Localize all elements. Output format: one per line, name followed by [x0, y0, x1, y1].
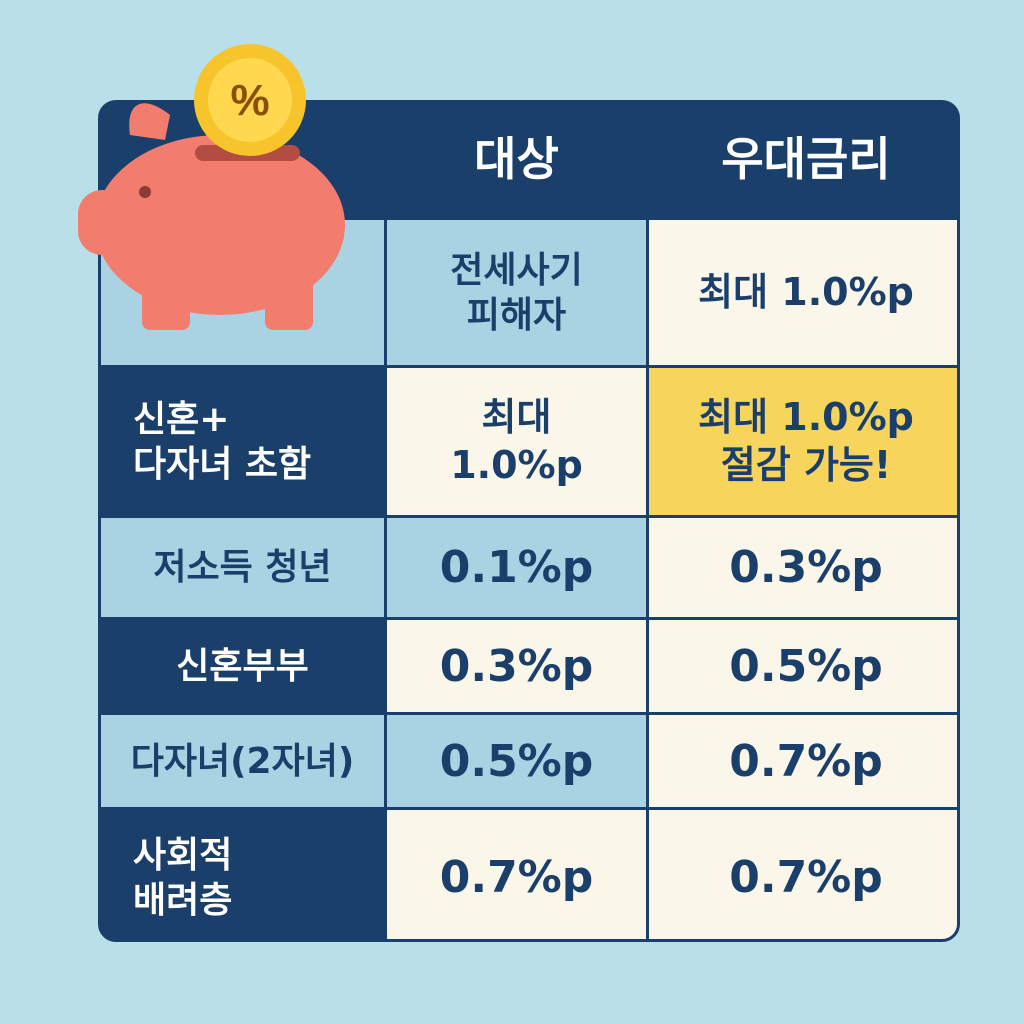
- row-target: 0.3%p: [387, 620, 646, 712]
- row-target: 0.5%p: [387, 715, 646, 807]
- row-rate: 최대 1.0%p: [649, 220, 957, 365]
- highlight-rate: 최대 1.0%p 절감 가능!: [649, 368, 957, 515]
- row-label: 신혼부부: [101, 620, 384, 712]
- row-target: 0.1%p: [387, 518, 646, 617]
- percent-coin-icon: %: [194, 44, 306, 156]
- row-label: 다자녀(2자녀): [101, 715, 384, 807]
- row-target: 0.7%p: [387, 810, 646, 939]
- piggy-bank-icon: %: [78, 44, 345, 330]
- row-rate: 0.7%p: [649, 810, 957, 939]
- row-label: 신혼+ 다자녀 초함: [101, 368, 384, 515]
- row-label: 사회적 배려층: [101, 810, 384, 939]
- row-rate: 0.3%p: [649, 518, 957, 617]
- row-target: 전세사기 피해자: [387, 220, 646, 365]
- coin-percent-symbol: %: [230, 76, 269, 125]
- header-rate: 우대금리: [649, 103, 957, 217]
- row-rate: 0.7%p: [649, 715, 957, 807]
- row-target: 최대 1.0%p: [387, 368, 646, 515]
- header-target: 대상: [387, 103, 646, 217]
- row-label: 저소득 청년: [101, 518, 384, 617]
- row-rate: 0.5%p: [649, 620, 957, 712]
